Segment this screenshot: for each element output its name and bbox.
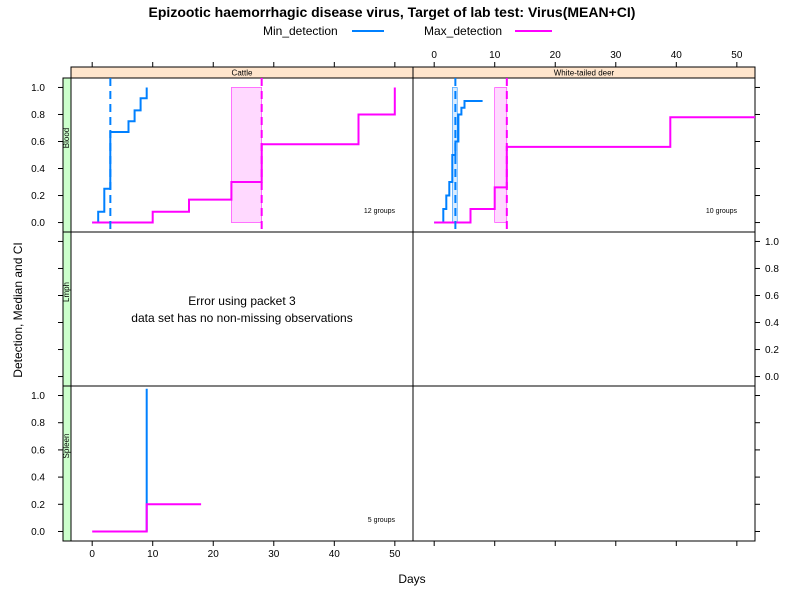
legend: Min_detection Max_detection bbox=[263, 24, 552, 38]
column-strip-label-white-tailed-deer: White-tailed deer bbox=[554, 69, 615, 78]
x-tick-label-cattle-bottom: 30 bbox=[268, 549, 280, 560]
row-strip-spleen bbox=[62, 385, 72, 542]
legend-label-max-detection: Max_detection bbox=[424, 24, 502, 38]
series-line-max-detection-white-tailed-deer-blood bbox=[434, 116, 755, 224]
y-tick-label-left: 0.2 bbox=[31, 500, 45, 511]
series-line-min-detection-white-tailed-deer-blood bbox=[434, 100, 483, 224]
y-tick-label-left: 0.0 bbox=[31, 218, 45, 229]
y-tick-label-left: 0.0 bbox=[31, 527, 45, 538]
y-tick-label-left: 0.4 bbox=[31, 164, 45, 175]
y-tick-label-left: 1.0 bbox=[31, 391, 45, 402]
x-tick-label-deer-top: 40 bbox=[671, 50, 683, 61]
y-tick-label-right: 0.2 bbox=[765, 345, 779, 356]
column-strip-label-cattle: Cattle bbox=[232, 69, 253, 78]
series-line-max-detection-cattle-blood bbox=[92, 87, 396, 224]
error-message-line-1: Error using packet 3 bbox=[188, 294, 296, 308]
x-tick-label-deer-top: 30 bbox=[610, 50, 622, 61]
row-strip-blood bbox=[62, 77, 72, 233]
panels-layer: Cattle White-tailed deer Blood Lmph Spleen 0 0… bbox=[31, 50, 779, 560]
x-tick-label-cattle-bottom: 50 bbox=[389, 549, 401, 560]
x-tick-label-cattle-bottom: 40 bbox=[329, 549, 341, 560]
y-tick-label-right: 0.8 bbox=[765, 264, 779, 275]
row-strip-lmph bbox=[62, 231, 72, 387]
panel-frame-white-tailed-deer-lmph bbox=[412, 231, 756, 387]
x-axis-title: Days bbox=[398, 572, 425, 586]
x-tick-label-deer-top: 10 bbox=[489, 50, 501, 61]
panel-frame-cattle-spleen bbox=[70, 385, 414, 542]
row-strip-label-lmph: Lmph bbox=[62, 282, 71, 302]
x-tick-label-deer-top: 50 bbox=[731, 50, 743, 61]
x-tick-label-deer-top: 0 bbox=[431, 50, 437, 61]
x-tick-label-deer-top: 20 bbox=[550, 50, 562, 61]
series-line-min-detection-cattle-blood bbox=[92, 87, 148, 224]
y-tick-label-right: 0.0 bbox=[765, 372, 779, 383]
y-tick-label-left: 0.6 bbox=[31, 445, 45, 456]
y-axis-title: Detection, Median and CI bbox=[11, 242, 25, 377]
y-tick-label-left: 0.2 bbox=[31, 191, 45, 202]
y-tick-label-right: 1.0 bbox=[765, 237, 779, 248]
groups-count-cattle-spleen: 5 groups bbox=[368, 517, 396, 524]
y-tick-label-left: 0.6 bbox=[31, 137, 45, 148]
y-tick-label-left: 0.4 bbox=[31, 473, 45, 484]
x-tick-label-cattle-bottom: 0 bbox=[89, 549, 95, 560]
y-tick-label-left: 0.8 bbox=[31, 110, 45, 121]
row-strip-label-spleen: Spleen bbox=[62, 434, 71, 459]
ci-band-max-detection-white-tailed-deer-blood bbox=[494, 87, 508, 223]
chart-title: Epizootic haemorrhagic disease virus, Ta… bbox=[149, 4, 636, 20]
ci-band-max-detection-cattle-blood bbox=[231, 87, 262, 223]
y-tick-label-right: 0.6 bbox=[765, 291, 779, 302]
x-tick-label-cattle-bottom: 20 bbox=[208, 549, 220, 560]
row-strip-label-blood: Blood bbox=[62, 128, 71, 148]
y-tick-label-left: 1.0 bbox=[31, 83, 45, 94]
error-message-line-2: data set has no non-missing observations bbox=[131, 311, 352, 325]
x-tick-label-cattle-bottom: 10 bbox=[147, 549, 159, 560]
y-tick-label-right: 0.4 bbox=[765, 318, 779, 329]
groups-count-white-tailed-deer-blood: 10 groups bbox=[706, 208, 738, 215]
series-line-max-detection-cattle-spleen bbox=[92, 503, 202, 533]
panel-frame-cattle-lmph bbox=[70, 231, 414, 387]
panel-frame-white-tailed-deer-spleen bbox=[412, 385, 756, 542]
y-tick-label-left: 0.8 bbox=[31, 418, 45, 429]
legend-label-min-detection: Min_detection bbox=[263, 24, 338, 38]
groups-count-cattle-blood: 12 groups bbox=[364, 208, 396, 215]
